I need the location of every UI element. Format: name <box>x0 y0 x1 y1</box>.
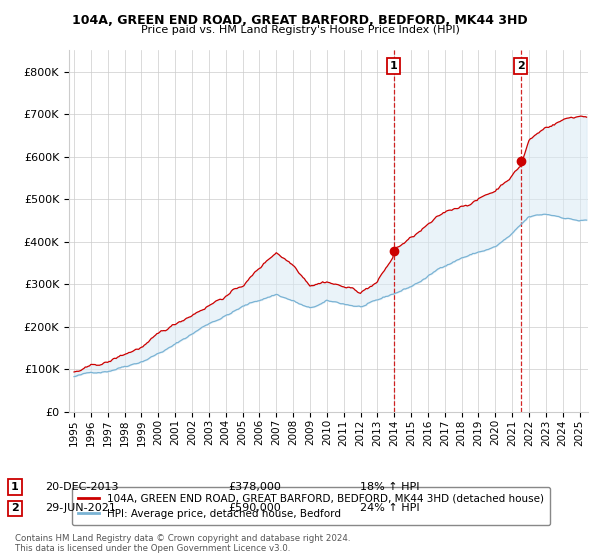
Text: Price paid vs. HM Land Registry's House Price Index (HPI): Price paid vs. HM Land Registry's House … <box>140 25 460 35</box>
Legend: 104A, GREEN END ROAD, GREAT BARFORD, BEDFORD, MK44 3HD (detached house), HPI: Av: 104A, GREEN END ROAD, GREAT BARFORD, BED… <box>71 487 550 525</box>
Text: 1: 1 <box>390 61 398 71</box>
Text: 104A, GREEN END ROAD, GREAT BARFORD, BEDFORD, MK44 3HD: 104A, GREEN END ROAD, GREAT BARFORD, BED… <box>72 14 528 27</box>
Text: 24% ↑ HPI: 24% ↑ HPI <box>360 503 419 514</box>
Text: 18% ↑ HPI: 18% ↑ HPI <box>360 482 419 492</box>
Text: 2: 2 <box>517 61 524 71</box>
Text: Contains HM Land Registry data © Crown copyright and database right 2024.
This d: Contains HM Land Registry data © Crown c… <box>15 534 350 553</box>
Text: 1: 1 <box>11 482 19 492</box>
Text: 20-DEC-2013: 20-DEC-2013 <box>45 482 119 492</box>
Text: 2: 2 <box>11 503 19 514</box>
Text: £590,000: £590,000 <box>228 503 281 514</box>
Text: £378,000: £378,000 <box>228 482 281 492</box>
Text: 29-JUN-2021: 29-JUN-2021 <box>45 503 116 514</box>
